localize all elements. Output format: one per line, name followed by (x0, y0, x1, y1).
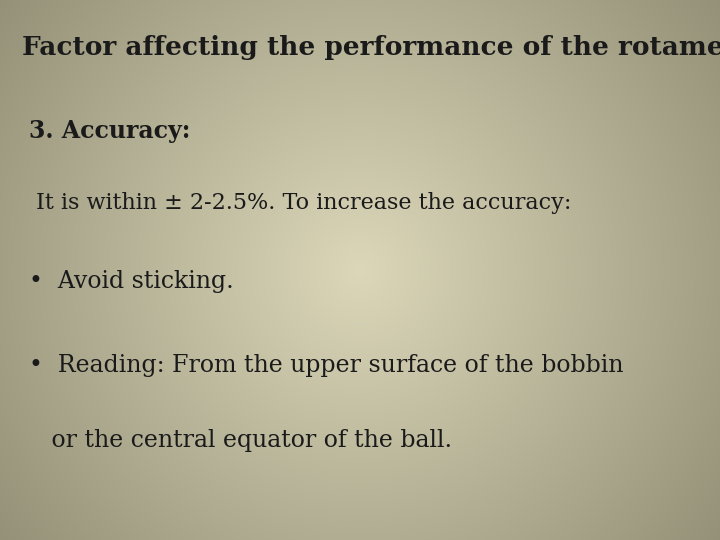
Text: 3. Accuracy:: 3. Accuracy: (29, 119, 190, 143)
Text: •  Avoid sticking.: • Avoid sticking. (29, 270, 233, 293)
Text: It is within ± 2-2.5%. To increase the accuracy:: It is within ± 2-2.5%. To increase the a… (36, 192, 572, 214)
Text: •  Reading: From the upper surface of the bobbin: • Reading: From the upper surface of the… (29, 354, 624, 377)
Text: Factor affecting the performance of the rotameter: Factor affecting the performance of the … (22, 35, 720, 60)
Text: or the central equator of the ball.: or the central equator of the ball. (29, 429, 452, 453)
